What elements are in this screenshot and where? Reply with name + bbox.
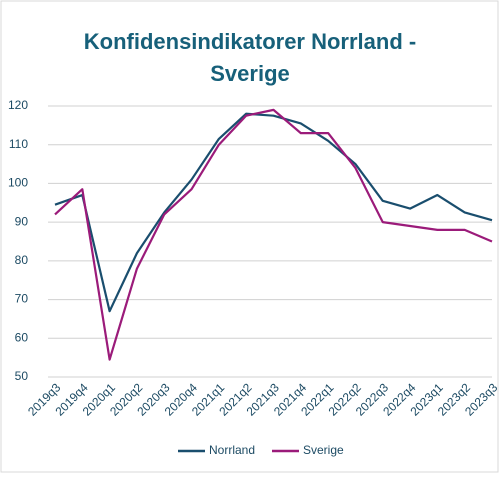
y-tick-label: 80 xyxy=(15,253,29,267)
y-tick-label: 90 xyxy=(15,214,29,228)
legend-label: Sverige xyxy=(303,443,344,457)
series-line xyxy=(54,108,493,361)
chart-frame xyxy=(0,0,499,473)
legend-label: Norrland xyxy=(209,443,255,457)
y-tick-label: 120 xyxy=(8,98,28,112)
y-tick-label: 50 xyxy=(15,369,29,383)
y-tick-label: 70 xyxy=(15,292,29,306)
y-tick-label: 100 xyxy=(8,176,28,190)
chart-title: Konfidensindikatorer Norrland - Sverige xyxy=(83,29,417,86)
y-tick-label: 60 xyxy=(15,330,29,344)
series-line xyxy=(54,112,493,313)
y-tick-label: 110 xyxy=(9,137,28,151)
